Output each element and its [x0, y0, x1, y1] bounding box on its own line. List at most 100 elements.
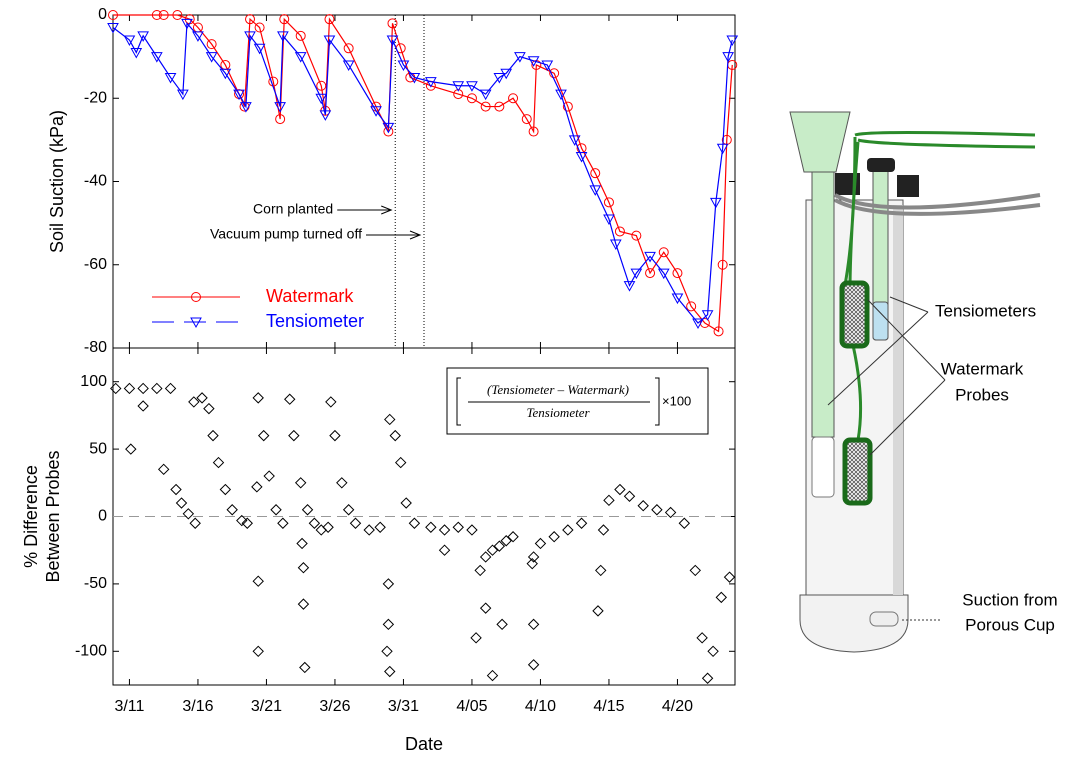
marker	[527, 551, 540, 563]
marker	[549, 68, 560, 79]
marker	[381, 645, 393, 658]
marker	[254, 22, 265, 33]
x-tick-label: 4/15	[593, 698, 624, 715]
y-tick-label: -40	[84, 173, 107, 190]
marker	[157, 463, 170, 476]
marker	[263, 470, 275, 482]
series-line	[113, 14, 733, 333]
y-tick-label: -80	[84, 339, 107, 356]
label: Watermark	[941, 359, 1024, 378]
y-axis-label: Between Probes	[43, 450, 63, 582]
marker	[500, 68, 513, 80]
marker	[123, 35, 136, 47]
marker	[397, 60, 410, 71]
marker	[609, 239, 622, 250]
annotation: Vacuum pump turned off	[210, 226, 362, 242]
marker	[603, 494, 615, 507]
x-tick-label: 3/21	[251, 698, 282, 715]
marker	[150, 52, 163, 63]
marker	[110, 382, 122, 395]
marker	[370, 106, 382, 117]
marker	[709, 197, 722, 209]
y-tick-label: 50	[89, 440, 107, 457]
marker	[470, 632, 482, 644]
marker	[297, 562, 310, 574]
marker	[251, 481, 263, 493]
marker	[257, 429, 270, 442]
marker	[205, 52, 218, 63]
marker	[408, 72, 421, 84]
x-tick-label: 3/16	[182, 698, 213, 715]
marker	[279, 14, 290, 25]
marker	[252, 645, 264, 658]
marker	[389, 429, 401, 442]
marker	[438, 524, 451, 536]
marker	[284, 393, 296, 405]
marker	[466, 81, 478, 92]
marker	[322, 521, 334, 533]
marker	[240, 102, 252, 113]
shade	[893, 205, 903, 595]
marker	[597, 524, 610, 536]
arrows	[827, 296, 946, 621]
marker	[277, 517, 289, 529]
marker	[125, 443, 137, 455]
funnel	[789, 111, 851, 173]
marker	[630, 268, 643, 280]
marker	[137, 382, 149, 395]
marker	[252, 392, 264, 404]
marker	[678, 517, 691, 529]
marker	[466, 93, 477, 104]
marker	[219, 68, 232, 80]
marker	[664, 506, 677, 519]
marker	[555, 89, 567, 101]
marker	[182, 508, 195, 520]
marker	[189, 517, 201, 529]
marker	[349, 517, 362, 529]
marker	[342, 504, 355, 516]
marker	[722, 52, 734, 63]
marker	[288, 429, 300, 442]
marker	[164, 72, 177, 84]
marker	[568, 135, 581, 146]
y-tick-label: 0	[98, 508, 107, 525]
marker	[324, 14, 335, 25]
marker	[486, 544, 499, 556]
x-tick-label: 3/26	[319, 698, 350, 715]
marker	[233, 89, 245, 101]
marker	[631, 230, 642, 241]
equation-numerator: (Tensiometer – Watermark)	[487, 382, 629, 397]
marker	[295, 30, 306, 41]
marker	[508, 93, 519, 104]
annotation-arrow	[337, 205, 393, 215]
marker	[589, 185, 602, 196]
bracket	[456, 377, 660, 426]
marker	[453, 89, 464, 100]
marker	[206, 39, 217, 50]
x-tick-label: 4/10	[525, 698, 556, 715]
series-line	[112, 21, 733, 324]
marker	[151, 382, 163, 395]
marker	[425, 77, 437, 88]
marker	[151, 10, 162, 20]
marker	[219, 483, 232, 496]
label: Probes	[955, 385, 1009, 404]
y-tick-label: -20	[84, 89, 107, 106]
marker	[707, 645, 719, 658]
x-tick-label: 3/31	[388, 698, 419, 715]
marker	[342, 60, 355, 71]
marker	[315, 524, 327, 536]
marker	[637, 500, 649, 512]
x-tick-label: 4/05	[456, 698, 487, 715]
marker	[592, 605, 604, 617]
annotation-arrow	[366, 230, 422, 240]
marker	[244, 31, 256, 42]
y-axis-label: Soil Suction (kPa)	[47, 110, 67, 253]
y-tick-label: -100	[75, 643, 107, 660]
marker	[382, 578, 395, 590]
label: Porous Cup	[965, 615, 1055, 634]
equation-denominator: Tensiometer	[526, 405, 590, 420]
label: Suction from	[962, 590, 1057, 609]
port	[869, 611, 899, 627]
x-tick-label: 3/11	[114, 698, 144, 715]
